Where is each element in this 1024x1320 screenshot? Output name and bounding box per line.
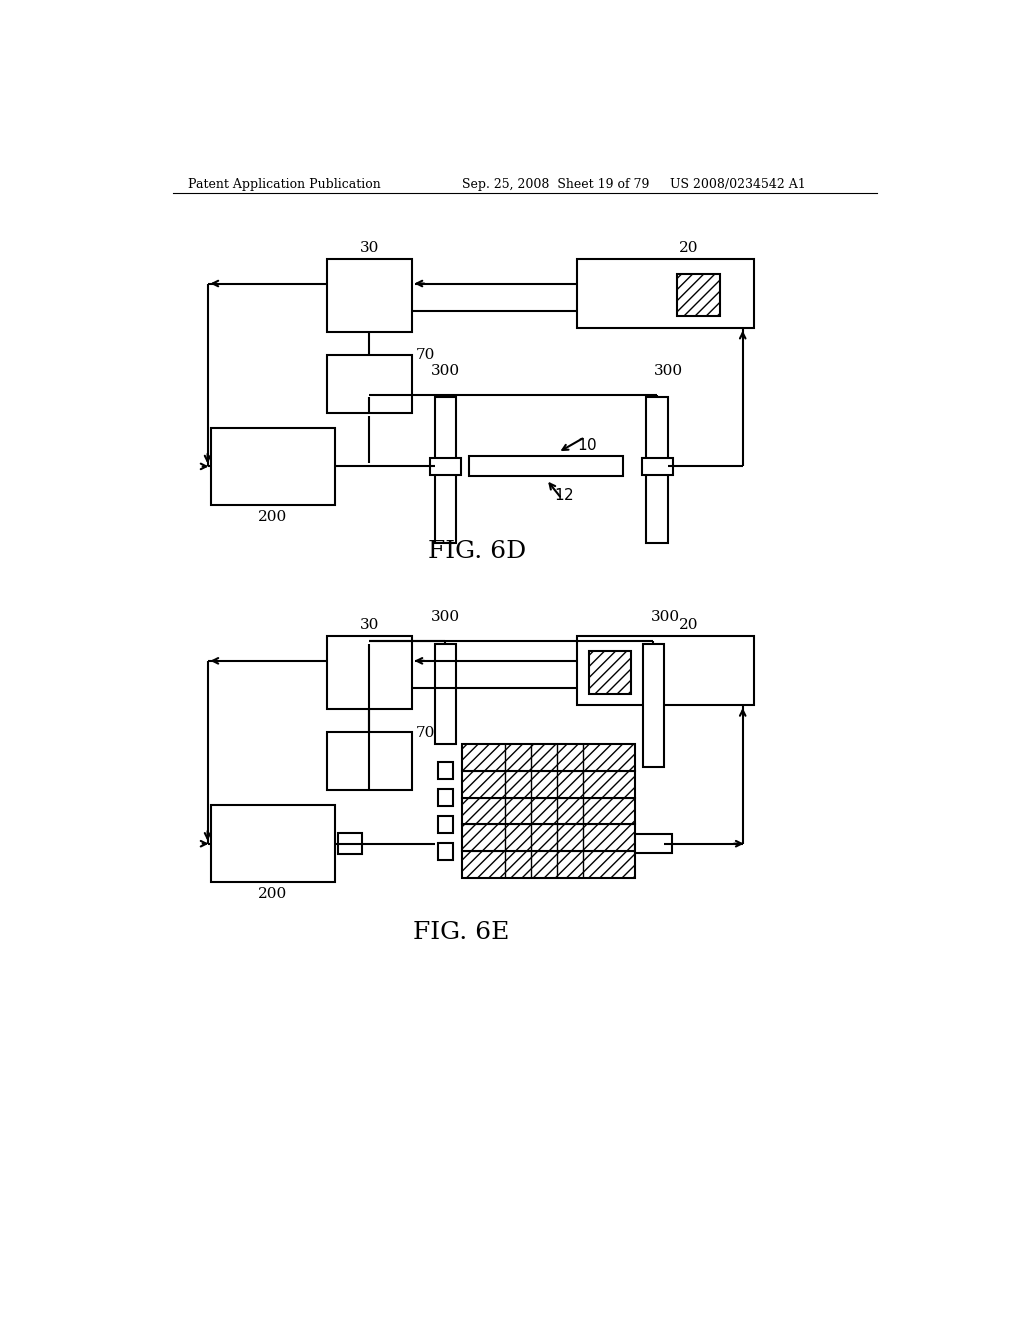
Bar [327,355,412,412]
Bar [430,458,461,475]
Bar [211,805,335,882]
Text: 30: 30 [359,618,379,632]
Bar [438,762,454,779]
Bar [462,851,635,878]
Bar [339,833,361,854]
Text: Patent Application Publication: Patent Application Publication [188,178,381,190]
Text: FIG. 6D: FIG. 6D [428,540,526,562]
Text: 70: 70 [416,726,435,739]
Bar [646,397,668,544]
Text: Sep. 25, 2008  Sheet 19 of 79: Sep. 25, 2008 Sheet 19 of 79 [462,178,649,190]
Text: 70: 70 [416,348,435,363]
Text: 20: 20 [679,618,698,632]
Bar [462,825,635,851]
Bar [327,636,412,709]
Text: $\mathsf{10}$: $\mathsf{10}$ [578,437,597,453]
Bar [469,457,624,475]
Bar [578,259,755,327]
Text: 300: 300 [654,364,683,378]
Text: $\mathsf{12}$: $\mathsf{12}$ [554,487,573,503]
Text: 200: 200 [258,510,288,524]
Text: FIG. 6E: FIG. 6E [414,921,510,944]
Bar [462,797,635,825]
Bar [643,644,665,767]
Bar [635,834,672,853]
Bar [677,275,720,317]
Bar [438,789,454,807]
Text: 200: 200 [258,887,288,902]
Text: US 2008/0234542 A1: US 2008/0234542 A1 [670,178,805,190]
Bar [211,428,335,506]
Text: 300: 300 [431,364,460,378]
Bar [589,651,631,693]
Bar [327,259,412,331]
Bar [438,816,454,833]
Bar [435,644,457,743]
Bar [438,843,454,859]
Bar [462,743,635,771]
Text: 300: 300 [431,610,460,624]
Text: 20: 20 [679,240,698,255]
Text: 30: 30 [359,240,379,255]
Bar [578,636,755,705]
Bar [462,771,635,797]
Bar [327,733,412,789]
Bar [435,397,457,544]
Bar [642,458,673,475]
Text: 300: 300 [650,610,680,624]
